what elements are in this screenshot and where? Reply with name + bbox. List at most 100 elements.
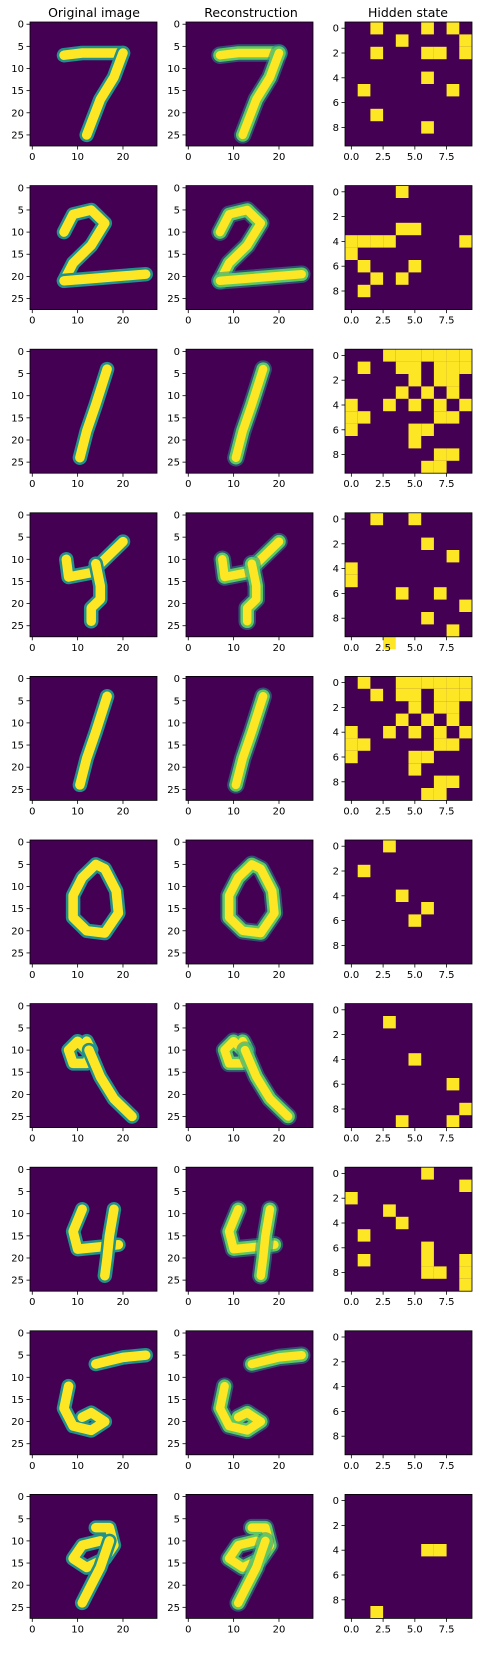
hidden-cell — [433, 676, 447, 689]
panel-frame — [29, 21, 158, 147]
y-tick-label: 4 — [333, 237, 339, 248]
x-tick-label: 0 — [29, 479, 35, 490]
x-tick-label: 0.0 — [343, 643, 359, 654]
y-tick-label: 5 — [174, 860, 180, 871]
digit-strokes — [215, 1032, 297, 1126]
hidden-cell — [459, 1266, 472, 1279]
y-tick-label: 0 — [18, 20, 24, 31]
y-tick-label: 0 — [174, 1165, 180, 1176]
hidden-cell — [446, 701, 460, 714]
y-tick-label: 8 — [333, 1105, 339, 1116]
hidden-cell — [446, 1115, 460, 1128]
digit-stroke — [231, 692, 268, 790]
digit-strokes — [65, 1520, 122, 1611]
original-panel-3: 0 10 20 0 5 10 15 20 25 — [11, 347, 158, 490]
hidden-cell — [446, 386, 460, 399]
y-tick-label: 15 — [11, 577, 24, 588]
hidden-cell — [421, 349, 434, 362]
panel-frame — [344, 839, 473, 965]
x-tick-label: 20 — [273, 1624, 286, 1635]
panel-frame — [344, 1330, 473, 1456]
x-tick-label: 10 — [227, 806, 240, 817]
y-tick-label: 6 — [333, 1080, 339, 1091]
x-tick-label: 0 — [185, 316, 191, 327]
y-tick-label: 8 — [333, 941, 339, 952]
hidden-cell — [383, 840, 396, 853]
y-tick-label: 15 — [11, 1395, 24, 1406]
hidden-cell — [408, 374, 422, 387]
hidden-cell — [357, 260, 371, 273]
y-tick-label: 5 — [18, 42, 24, 53]
y-tick-label: 25 — [11, 621, 24, 632]
hidden-cell — [395, 185, 409, 198]
x-tick-label: 7.5 — [439, 479, 455, 490]
y-tick-label: 0 — [333, 351, 339, 362]
hidden-cell — [345, 398, 358, 412]
y-tick-label: 25 — [11, 785, 24, 796]
hidden-cell — [421, 612, 434, 625]
x-tick-label: 10 — [71, 1461, 84, 1472]
reconstruction-panel-2: 0 10 20 0 5 10 15 20 25 — [167, 183, 314, 327]
digit-stroke — [215, 205, 266, 286]
y-tick-label: 5 — [174, 1351, 180, 1362]
hidden-cell — [459, 1179, 472, 1192]
original-panel-4: 0 10 20 0 5 10 15 20 25 — [11, 511, 158, 654]
y-tick-label: 10 — [167, 64, 180, 75]
hidden-cell — [433, 398, 447, 412]
y-tick-label: 0 — [174, 183, 180, 194]
y-tick-label: 0 — [333, 678, 339, 689]
y-tick-label: 25 — [167, 621, 180, 632]
y-tick-label: 25 — [11, 948, 24, 959]
hidden-cell — [370, 108, 384, 122]
hidden-cell — [370, 235, 384, 248]
x-tick-label: 5.0 — [407, 1624, 423, 1635]
hidden-cell — [421, 46, 434, 60]
y-tick-label: 8 — [333, 287, 339, 298]
hidden-cell — [383, 398, 396, 412]
digit-strokes — [211, 44, 288, 144]
panel-frame — [29, 185, 158, 311]
hidden-cell — [459, 1278, 472, 1292]
y-tick-label: 20 — [167, 599, 180, 610]
y-tick-label: 0 — [174, 1492, 180, 1503]
y-tick-label: 25 — [167, 1603, 180, 1614]
x-tick-label: 20 — [273, 970, 286, 981]
reconstruction-panel-3: 0 10 20 0 5 10 15 20 25 — [167, 347, 314, 490]
hidden-cell — [446, 22, 460, 35]
x-tick-label: 0 — [185, 643, 191, 654]
x-tick-label: 10 — [227, 152, 240, 163]
y-tick-label: 2 — [333, 49, 339, 60]
y-tick-label: 4 — [333, 401, 339, 412]
panel-background — [345, 1494, 472, 1619]
hidden-cell — [408, 688, 422, 702]
y-tick-label: 0 — [333, 24, 339, 35]
y-tick-label: 0 — [333, 1169, 339, 1180]
x-tick-label: 5.0 — [407, 1461, 423, 1472]
x-tick-label: 10 — [71, 1624, 84, 1635]
panel-frame — [185, 21, 314, 147]
hidden-cell — [446, 713, 460, 726]
hidden-cell — [433, 701, 447, 714]
hidden-cell — [446, 448, 460, 461]
hidden-cell — [408, 1053, 422, 1066]
y-tick-label: 15 — [11, 741, 24, 752]
hidden-state-panel-2: 0.0 2.5 5.0 7.5 0 2 4 6 8 — [333, 185, 473, 327]
hidden-cell — [433, 411, 447, 424]
y-tick-label: 20 — [167, 272, 180, 283]
y-tick-label: 15 — [11, 1231, 24, 1242]
digit-strokes — [72, 361, 115, 465]
digit-strokes — [227, 360, 272, 467]
y-tick-label: 20 — [11, 1090, 24, 1101]
y-tick-label: 25 — [11, 1112, 24, 1123]
y-tick-label: 5 — [18, 860, 24, 871]
digit-strokes — [65, 857, 126, 941]
hidden-cell — [421, 1254, 434, 1267]
x-tick-label: 0.0 — [343, 1624, 359, 1635]
y-tick-label: 15 — [11, 1068, 24, 1079]
digit-stroke — [215, 269, 306, 286]
y-tick-label: 15 — [11, 86, 24, 97]
hidden-cell — [446, 775, 460, 788]
hidden-cell — [433, 1266, 447, 1279]
y-tick-label: 2 — [333, 376, 339, 387]
y-tick-label: 0 — [174, 1329, 180, 1340]
